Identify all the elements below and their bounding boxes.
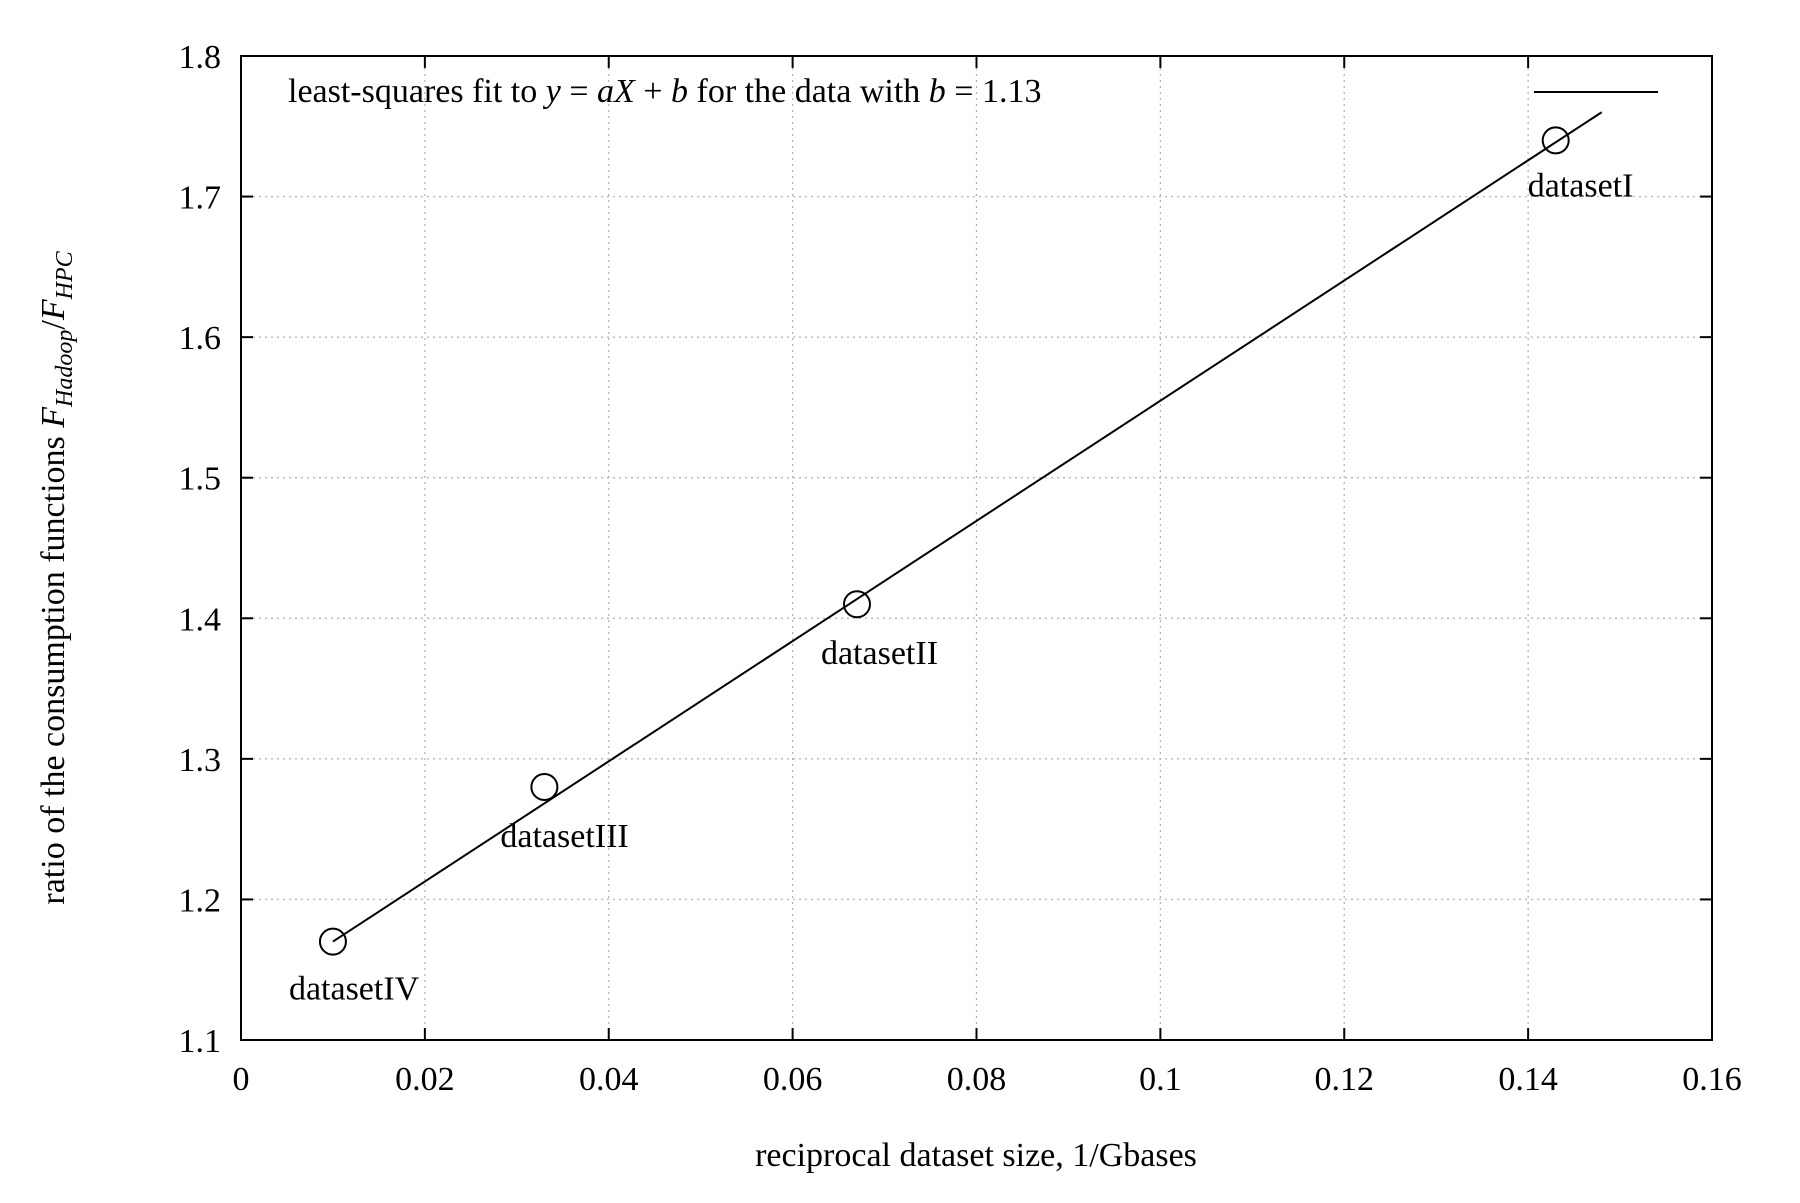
data-point-label: datasetI <box>1528 167 1634 204</box>
y-tick-label: 1.1 <box>179 1023 222 1060</box>
x-axis-label: reciprocal dataset size, 1/Gbases <box>755 1137 1197 1174</box>
legend-label: least-squares fit to y = aX + b for the … <box>288 73 1041 110</box>
x-tick-label: 0.02 <box>395 1061 455 1098</box>
y-tick-label: 1.8 <box>179 39 222 76</box>
x-tick-label: 0.06 <box>763 1061 823 1098</box>
y-tick-label: 1.3 <box>179 742 222 779</box>
data-point-label: datasetIV <box>289 971 420 1008</box>
x-tick-label: 0.12 <box>1315 1061 1375 1098</box>
y-tick-label: 1.5 <box>179 461 222 498</box>
y-axis-label: ratio of the consumption functions FHado… <box>35 250 78 904</box>
fit-line <box>332 111 1603 943</box>
data-point <box>318 927 347 956</box>
x-tick-label: 0 <box>233 1061 250 1098</box>
ticks: 0 0.02 0.04 0.06 0.08 0.1 0.12 0.14 0.16 1.1 1.2 1.… <box>179 39 1742 1098</box>
data-point <box>842 590 871 619</box>
y-tick-label: 1.2 <box>179 882 222 919</box>
data-point-label: datasetIII <box>500 818 628 855</box>
y-tick-label: 1.7 <box>179 180 222 217</box>
data-point-label: datasetII <box>821 635 938 672</box>
y-tick-label: 1.4 <box>179 601 222 638</box>
x-tick-label: 0.1 <box>1139 1061 1182 1098</box>
legend: least-squares fit to y = aX + b for the … <box>288 73 1658 110</box>
x-tick-label: 0.04 <box>579 1061 639 1098</box>
data-point <box>1541 126 1570 155</box>
grid <box>241 56 1712 1040</box>
series: datasetI datasetII datasetIII datasetIV <box>289 111 1634 1008</box>
data-point <box>530 772 559 801</box>
y-tick-label: 1.6 <box>179 320 222 357</box>
x-tick-label: 0.14 <box>1498 1061 1558 1098</box>
x-tick-label: 0.16 <box>1682 1061 1742 1098</box>
x-tick-label: 0.08 <box>947 1061 1007 1098</box>
